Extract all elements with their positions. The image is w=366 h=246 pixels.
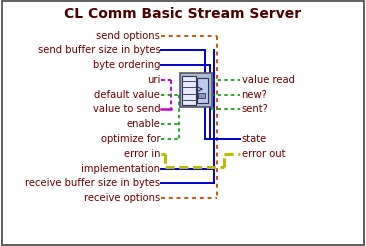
Text: optimize for: optimize for (101, 134, 160, 144)
Text: receive options: receive options (84, 193, 160, 203)
Text: send options: send options (96, 31, 160, 41)
Text: value read: value read (242, 75, 295, 85)
Text: uri: uri (147, 75, 160, 85)
Text: new?: new? (242, 90, 268, 100)
Text: CL Comm Basic Stream Server: CL Comm Basic Stream Server (64, 7, 302, 20)
FancyBboxPatch shape (180, 73, 212, 107)
Text: byte ordering: byte ordering (93, 60, 160, 70)
Text: send buffer size in bytes: send buffer size in bytes (38, 46, 160, 55)
Text: enable: enable (126, 119, 160, 129)
Text: error out: error out (242, 149, 285, 159)
Bar (182, 76, 197, 105)
Text: implementation: implementation (81, 164, 160, 173)
Text: sent?: sent? (242, 105, 268, 114)
Text: default value: default value (94, 90, 160, 100)
Text: state: state (242, 134, 267, 144)
Text: value to send: value to send (93, 105, 160, 114)
Text: receive buffer size in bytes: receive buffer size in bytes (25, 178, 160, 188)
Bar (197, 77, 208, 103)
Bar (198, 93, 205, 98)
Text: error in: error in (124, 149, 160, 159)
